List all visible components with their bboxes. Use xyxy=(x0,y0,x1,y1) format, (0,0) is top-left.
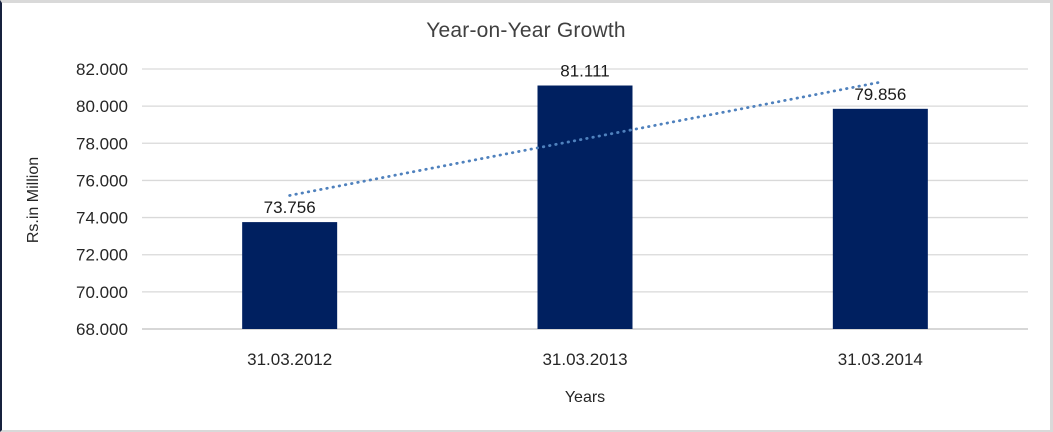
y-tick-label: 76.000 xyxy=(76,171,128,190)
category-label: 31.03.2013 xyxy=(542,350,627,369)
bar-value-label: 79.856 xyxy=(854,85,906,104)
bar xyxy=(242,222,338,329)
x-axis-title: Years xyxy=(564,389,606,406)
y-tick-label: 72.000 xyxy=(76,246,128,265)
y-tick-label: 80.000 xyxy=(76,97,128,116)
y-tick-label: 70.000 xyxy=(76,283,128,302)
y-tick-label: 78.000 xyxy=(76,134,128,153)
trendline xyxy=(288,80,882,197)
category-label: 31.03.2014 xyxy=(838,350,923,369)
bar-value-label: 73.756 xyxy=(264,198,316,217)
bar-value-label: 81.111 xyxy=(560,62,609,81)
y-tick-label: 68.000 xyxy=(76,320,128,339)
y-tick-label: 82.000 xyxy=(76,60,128,79)
bar xyxy=(832,108,928,330)
bar xyxy=(537,85,633,329)
chart-title: Year-on-Year Growth xyxy=(426,19,626,42)
y-tick-label: 74.000 xyxy=(76,209,128,228)
category-label: 31.03.2012 xyxy=(247,350,332,369)
plot-area: 68.000 70.000 72.000 74.000 76.000 78.000 80.0… xyxy=(76,60,1028,369)
